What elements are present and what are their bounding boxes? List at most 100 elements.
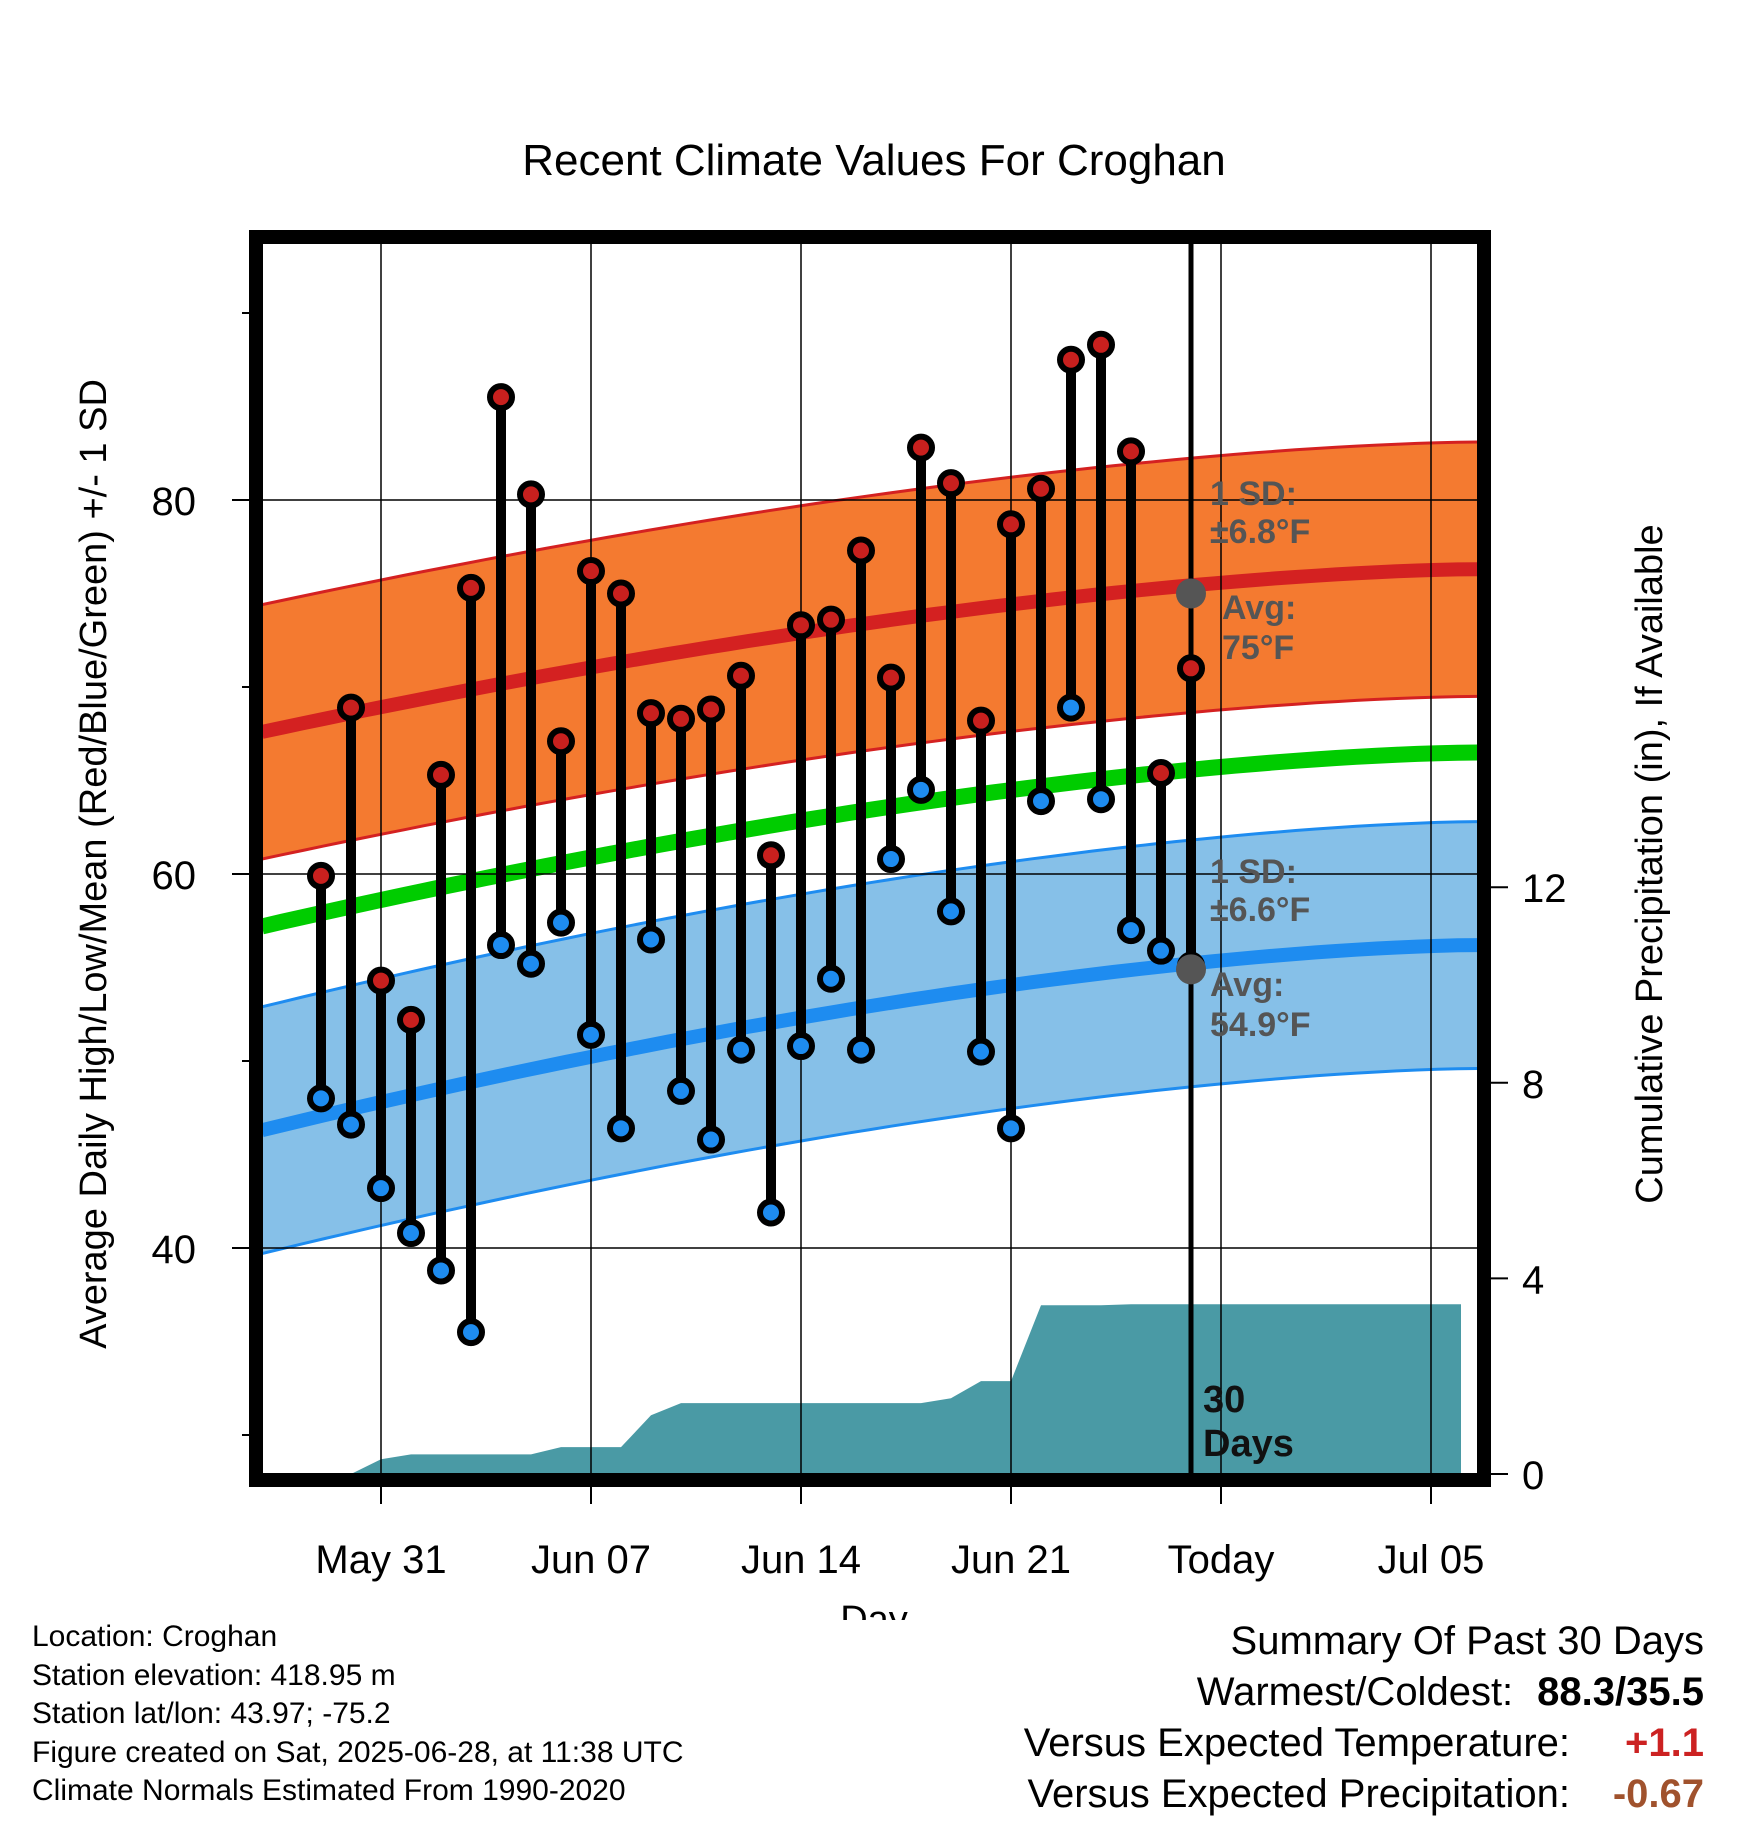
daily-high-point xyxy=(1147,759,1175,788)
today-days-label: 30 Days xyxy=(1203,1379,1294,1465)
warm-cold-value: 88.3/35.5 xyxy=(1537,1670,1704,1714)
normal-mean-line xyxy=(262,744,1478,935)
x-tick-label: Jun 21 xyxy=(951,1538,1071,1582)
daily-high-point xyxy=(457,573,485,602)
daily-high-point xyxy=(1057,345,1085,374)
daily-low-point xyxy=(877,845,905,874)
x-axis-label: Day xyxy=(840,1599,908,1620)
daily-low-point xyxy=(967,1037,995,1066)
daily-high-point xyxy=(397,1005,425,1034)
y2-tick-label: 0 xyxy=(1522,1454,1544,1498)
summary-panel: Summary Of Past 30 Days Warmest/Coldest:… xyxy=(1024,1616,1704,1820)
normals-text: Climate Normals Estimated From 1990-2020 xyxy=(32,1774,626,1807)
daily-low-point xyxy=(577,1020,605,1049)
precip-anomaly-row: Versus Expected Precipitation: -0.67 xyxy=(1024,1769,1704,1820)
daily-high-point xyxy=(907,433,935,462)
y2-tick-label: 8 xyxy=(1522,1063,1544,1107)
daily-high-point xyxy=(547,727,575,756)
summary-heading: Summary Of Past 30 Days xyxy=(1230,1619,1704,1663)
daily-low-point xyxy=(847,1035,875,1064)
daily-low-point xyxy=(1027,787,1055,816)
temp-anomaly-row: Versus Expected Temperature: +1.1 xyxy=(1024,1718,1704,1769)
daily-low-point xyxy=(487,931,515,960)
daily-high-point xyxy=(847,536,875,565)
daily-low-point xyxy=(397,1219,425,1248)
daily-high-point xyxy=(577,557,605,586)
daily-high-point xyxy=(937,469,965,498)
daily-high-point xyxy=(817,605,845,634)
precip-anomaly-label: Versus Expected Precipitation: xyxy=(1027,1772,1570,1816)
station-info: Location: Croghan Station elevation: 418… xyxy=(32,1618,684,1811)
daily-low-point xyxy=(1147,936,1175,965)
normal-high-lower-sd xyxy=(262,694,1478,861)
daily-low-point xyxy=(937,897,965,926)
daily-high-point xyxy=(517,480,545,509)
normal-low-mean-line xyxy=(262,938,1478,1138)
daily-high-point xyxy=(307,861,335,890)
y2-axis-label: Cumulative Precipitation (in), If Availa… xyxy=(1629,524,1671,1203)
precip-area xyxy=(291,1304,1461,1474)
today-low-avg-dot xyxy=(1176,954,1206,985)
daily-low-point xyxy=(1057,693,1085,722)
normal-low-upper-sd xyxy=(262,820,1478,1009)
temp-anomaly-value: +1.1 xyxy=(1625,1721,1704,1765)
x-tick-label: Jul 05 xyxy=(1378,1538,1485,1582)
y-axis-label: Average Daily High/Low/Mean (Red/Blue/Gr… xyxy=(73,379,115,1349)
plot-frame xyxy=(249,230,1491,1487)
daily-high-point xyxy=(427,760,455,789)
y-tick-label: 40 xyxy=(152,1228,197,1272)
daily-low-point xyxy=(787,1032,815,1061)
daily-low-point xyxy=(1087,785,1115,814)
warm-cold-label: Warmest/Coldest: xyxy=(1196,1670,1514,1714)
daily-high-point xyxy=(337,693,365,722)
normal-low-lower-sd xyxy=(262,1067,1478,1256)
plot-clip-group: 1 SD: ±6.8°F Avg: 75°F 1 SD: ±6.6°F Avg: 54.9°F… xyxy=(262,243,1478,1474)
climate-chart: Recent Climate Values For Croghan 1 SD: ±… xyxy=(73,136,1671,1620)
daily-high-point xyxy=(787,611,815,640)
x-tick-label: Jun 07 xyxy=(531,1538,651,1582)
daily-high-point xyxy=(1177,654,1205,683)
x-tick-label: May 31 xyxy=(315,1538,446,1582)
low-sd-annotation: 1 SD: ±6.6°F xyxy=(1210,853,1310,929)
daily-low-point xyxy=(727,1035,755,1064)
daily-low-point xyxy=(517,949,545,978)
daily-low-point xyxy=(337,1110,365,1139)
daily-low-point xyxy=(997,1114,1025,1143)
latlon-text: Station lat/lon: 43.97; -75.2 xyxy=(32,1697,391,1730)
daily-high-point xyxy=(1027,474,1055,503)
normal-low-band xyxy=(262,821,1478,1254)
daily-low-point xyxy=(817,964,845,993)
daily-low-point xyxy=(697,1125,725,1154)
normal-high-upper-sd xyxy=(262,440,1478,607)
plot-area: 1 SD: ±6.8°F Avg: 75°F 1 SD: ±6.6°F Avg: 54.9°F… xyxy=(262,243,1478,1474)
y2-tick-label: 4 xyxy=(1522,1258,1544,1302)
y-tick-label: 80 xyxy=(152,480,197,524)
daily-low-point xyxy=(907,775,935,804)
elevation-text: Station elevation: 418.95 m xyxy=(32,1658,396,1692)
daily-low-point xyxy=(547,908,575,937)
y-tick-label: 60 xyxy=(152,854,197,898)
today-high-avg-dot xyxy=(1176,578,1206,609)
high-avg-annotation: Avg: 75°F xyxy=(1222,589,1296,667)
daily-high-point xyxy=(1087,330,1115,359)
daily-low-point xyxy=(427,1256,455,1285)
daily-low-point xyxy=(367,1174,395,1203)
normal-high-mean-line xyxy=(262,562,1478,739)
daily-high-point xyxy=(877,663,905,692)
daily-high-point xyxy=(667,704,695,733)
daily-high-point xyxy=(637,699,665,728)
daily-high-point xyxy=(967,706,995,735)
daily-low-point xyxy=(637,925,665,954)
y2-tick-label: 12 xyxy=(1522,867,1567,911)
daily-low-point xyxy=(667,1076,695,1105)
daily-high-point xyxy=(697,695,725,724)
axes: 40 60 80 0 4 8 12 May 31 Jun 07 Jun 14 Jun 21 Today… xyxy=(152,230,1567,1582)
temp-anomaly-label: Versus Expected Temperature: xyxy=(1023,1721,1570,1765)
daily-low-point xyxy=(1117,916,1145,945)
daily-high-point xyxy=(1117,437,1145,466)
x-tick-label: Today xyxy=(1168,1538,1275,1582)
x-tick-label: Jun 14 xyxy=(741,1538,861,1582)
low-avg-annotation: Avg: 54.9°F xyxy=(1210,966,1311,1044)
location-text: Location: Croghan xyxy=(32,1620,278,1653)
daily-high-point xyxy=(367,966,395,995)
